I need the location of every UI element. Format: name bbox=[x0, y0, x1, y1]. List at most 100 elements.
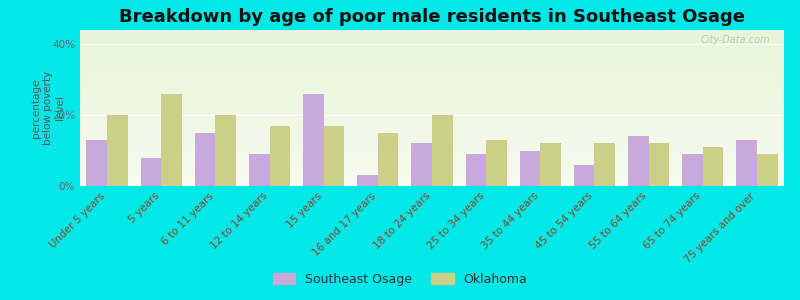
Bar bbox=[80, 102, 784, 103]
Bar bbox=[520, 151, 540, 186]
Bar bbox=[80, 150, 784, 152]
Bar bbox=[80, 169, 784, 170]
Bar bbox=[80, 32, 784, 33]
Bar bbox=[80, 130, 784, 131]
Bar bbox=[80, 64, 784, 66]
Bar bbox=[80, 91, 784, 92]
Bar bbox=[80, 74, 784, 75]
Bar bbox=[486, 140, 506, 186]
Bar bbox=[80, 166, 784, 167]
Bar bbox=[757, 154, 778, 186]
Bar bbox=[80, 99, 784, 100]
Bar bbox=[80, 175, 784, 177]
Bar bbox=[80, 105, 784, 106]
Bar bbox=[80, 85, 784, 86]
Bar bbox=[540, 143, 561, 186]
Bar bbox=[80, 136, 784, 138]
Bar bbox=[466, 154, 486, 186]
Bar bbox=[107, 115, 128, 186]
Bar bbox=[80, 121, 784, 122]
Y-axis label: percentage
below poverty
level: percentage below poverty level bbox=[31, 71, 65, 145]
Bar bbox=[80, 134, 784, 136]
Bar bbox=[80, 58, 784, 60]
Bar bbox=[80, 70, 784, 72]
Bar bbox=[80, 147, 784, 148]
Title: Breakdown by age of poor male residents in Southeast Osage: Breakdown by age of poor male residents … bbox=[119, 8, 745, 26]
Bar bbox=[411, 143, 432, 186]
Bar bbox=[80, 125, 784, 127]
Bar bbox=[649, 143, 669, 186]
Bar bbox=[80, 177, 784, 178]
Bar bbox=[80, 161, 784, 163]
Bar bbox=[80, 117, 784, 119]
Bar bbox=[80, 110, 784, 111]
Bar bbox=[80, 63, 784, 64]
Bar bbox=[80, 142, 784, 144]
Bar bbox=[80, 88, 784, 89]
Bar bbox=[80, 92, 784, 94]
Bar bbox=[80, 80, 784, 82]
Bar bbox=[80, 160, 784, 161]
Bar bbox=[80, 122, 784, 124]
Bar bbox=[80, 95, 784, 97]
Bar bbox=[80, 38, 784, 39]
Bar bbox=[80, 172, 784, 173]
Bar bbox=[80, 60, 784, 61]
Bar bbox=[80, 178, 784, 180]
Bar bbox=[594, 143, 615, 186]
Bar bbox=[80, 173, 784, 175]
Bar bbox=[80, 111, 784, 113]
Bar bbox=[80, 181, 784, 183]
Bar bbox=[80, 43, 784, 44]
Bar bbox=[80, 89, 784, 91]
Bar bbox=[249, 154, 270, 186]
Bar bbox=[80, 184, 784, 186]
Bar bbox=[80, 167, 784, 169]
Bar bbox=[80, 170, 784, 172]
Bar bbox=[432, 115, 453, 186]
Bar bbox=[80, 97, 784, 99]
Bar bbox=[80, 144, 784, 146]
Bar bbox=[628, 136, 649, 186]
Bar bbox=[80, 47, 784, 49]
Bar bbox=[80, 138, 784, 139]
Bar bbox=[80, 114, 784, 116]
Bar bbox=[270, 126, 290, 186]
Bar bbox=[80, 158, 784, 160]
Bar bbox=[682, 154, 702, 186]
Bar bbox=[80, 61, 784, 63]
Bar bbox=[80, 69, 784, 70]
Bar bbox=[80, 103, 784, 105]
Bar bbox=[80, 49, 784, 50]
Bar bbox=[324, 126, 344, 186]
Bar bbox=[80, 113, 784, 114]
Legend: Southeast Osage, Oklahoma: Southeast Osage, Oklahoma bbox=[268, 268, 532, 291]
Bar bbox=[80, 56, 784, 58]
Bar bbox=[80, 66, 784, 68]
Bar bbox=[702, 147, 723, 186]
Bar bbox=[80, 116, 784, 117]
Bar bbox=[86, 140, 107, 186]
Bar bbox=[80, 50, 784, 52]
Bar bbox=[80, 131, 784, 133]
Bar bbox=[80, 119, 784, 121]
Bar bbox=[80, 127, 784, 128]
Bar bbox=[378, 133, 398, 186]
Bar bbox=[80, 35, 784, 36]
Bar bbox=[303, 94, 324, 186]
Bar bbox=[736, 140, 757, 186]
Bar bbox=[80, 155, 784, 156]
Bar bbox=[80, 139, 784, 141]
Bar bbox=[141, 158, 162, 186]
Bar bbox=[80, 55, 784, 56]
Bar bbox=[80, 128, 784, 130]
Bar bbox=[80, 75, 784, 77]
Bar bbox=[80, 44, 784, 46]
Bar bbox=[80, 156, 784, 158]
Bar bbox=[80, 106, 784, 108]
Bar bbox=[80, 164, 784, 166]
Bar bbox=[80, 124, 784, 125]
Bar bbox=[80, 86, 784, 88]
Bar bbox=[80, 77, 784, 78]
Bar bbox=[80, 36, 784, 38]
